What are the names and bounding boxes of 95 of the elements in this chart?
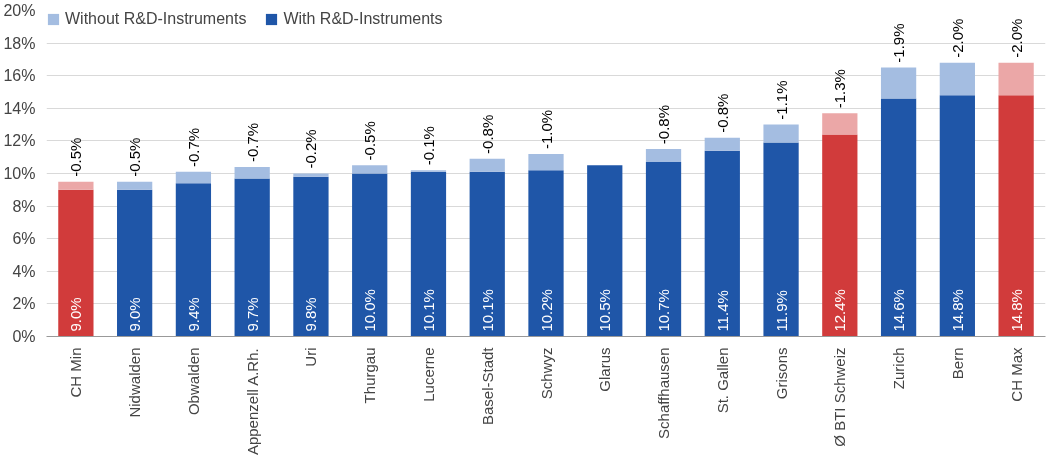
bar xyxy=(117,181,153,190)
bar xyxy=(645,162,682,337)
bar xyxy=(117,189,153,337)
data-label: 14.8% xyxy=(1007,289,1025,332)
bar xyxy=(175,183,212,337)
annotation: -0.7% xyxy=(184,127,202,167)
y-tick-label: 2% xyxy=(12,295,36,313)
bar xyxy=(234,178,270,337)
data-label: 12.4% xyxy=(831,289,849,332)
x-tick-label: Nidwalden xyxy=(126,347,144,418)
annotation: -1.0% xyxy=(537,109,555,150)
data-label: 9.8% xyxy=(302,297,320,332)
x-tick-label: Schaffhausen xyxy=(655,347,673,439)
x-tick-label: Bern xyxy=(948,347,966,380)
bar xyxy=(58,189,94,337)
annotation: -2.0% xyxy=(948,18,966,58)
data-label: 11.4% xyxy=(713,290,731,332)
x-tick-label: Basel-Stadt xyxy=(478,346,496,426)
bar xyxy=(880,67,917,99)
bar xyxy=(469,158,505,172)
bar xyxy=(234,166,270,179)
x-tick-label: Uri xyxy=(302,347,320,367)
y-tick-label: 12% xyxy=(3,132,36,150)
bar xyxy=(58,181,94,190)
bar xyxy=(998,95,1034,337)
y-tick-label: 4% xyxy=(12,262,36,280)
x-tick-label: Grisons xyxy=(772,347,790,400)
bar xyxy=(175,171,212,184)
bar xyxy=(763,124,799,143)
bar xyxy=(645,149,682,163)
bar xyxy=(352,165,388,174)
annotation: -1.9% xyxy=(890,23,908,63)
annotation: -1.3% xyxy=(831,69,849,109)
legend-label: With R&D-Instruments xyxy=(283,10,443,28)
annotation: -0.8% xyxy=(713,93,731,133)
bar xyxy=(410,171,447,337)
bar xyxy=(352,173,388,337)
bar xyxy=(704,137,740,151)
bar xyxy=(939,95,975,337)
data-label: 10.5% xyxy=(596,289,614,332)
y-tick-label: 18% xyxy=(3,34,36,52)
x-tick-label: St. Gallen xyxy=(713,347,731,414)
x-tick-label: Glarus xyxy=(596,347,614,392)
x-tick-label: CH Min xyxy=(67,347,85,398)
y-tick-label: 6% xyxy=(12,230,36,248)
annotation: -1.1% xyxy=(772,80,790,120)
data-label: 9.0% xyxy=(126,297,144,332)
bar xyxy=(469,171,505,337)
annotation: -0.8% xyxy=(478,114,496,154)
y-tick-label: 20% xyxy=(3,2,36,19)
annotation: -0.7% xyxy=(243,122,261,163)
bar xyxy=(704,150,740,337)
bar xyxy=(822,134,858,337)
data-label: 14.6% xyxy=(890,289,908,332)
data-label: 10.1% xyxy=(419,289,437,332)
bar xyxy=(998,62,1034,96)
annotation: -0.8% xyxy=(655,104,673,145)
bar xyxy=(587,165,623,337)
data-label: 9.7% xyxy=(243,297,261,332)
x-tick-label: Lucerne xyxy=(419,347,437,402)
x-tick-label: Appenzell A.Rh. xyxy=(243,348,261,456)
bar xyxy=(822,113,858,135)
y-tick-label: 14% xyxy=(3,99,36,117)
x-tick-label: Obwalden xyxy=(184,347,202,416)
x-tick-label: Schwyz xyxy=(537,347,555,400)
annotation: -0.1% xyxy=(419,126,437,166)
y-tick-label: 0% xyxy=(12,328,36,345)
annotation: -2.0% xyxy=(1007,18,1025,58)
bar xyxy=(528,153,564,171)
bar xyxy=(763,142,799,337)
bar xyxy=(293,176,329,337)
bar xyxy=(880,98,917,337)
data-label: 11.9% xyxy=(772,290,790,332)
x-tick-label: CH Max xyxy=(1007,347,1025,402)
x-tick-label: Thurgau xyxy=(361,347,379,404)
annotation: -0.2% xyxy=(302,129,320,169)
legend-label: Without R&D-Instruments xyxy=(65,10,247,28)
data-label: 10.2% xyxy=(537,289,555,332)
annotation: -0.5% xyxy=(67,137,85,177)
data-label: 10.7% xyxy=(655,289,673,332)
data-label: 9.4% xyxy=(184,297,202,332)
y-tick-label: 10% xyxy=(3,165,36,182)
data-label: 14.8% xyxy=(948,289,966,332)
bar xyxy=(528,170,564,337)
data-label: 10.1% xyxy=(478,289,496,332)
x-tick-label: Ø BTI Schweiz xyxy=(831,347,849,447)
data-label: 9.0% xyxy=(67,297,85,332)
y-tick-label: 8% xyxy=(12,197,36,215)
bar xyxy=(293,173,329,177)
x-tick-label: Zurich xyxy=(890,347,908,390)
annotation: -0.5% xyxy=(361,121,379,161)
annotation: -0.5% xyxy=(126,137,144,177)
data-label: 10.0% xyxy=(361,289,379,332)
bar xyxy=(939,62,975,96)
y-tick-label: 16% xyxy=(3,67,36,85)
